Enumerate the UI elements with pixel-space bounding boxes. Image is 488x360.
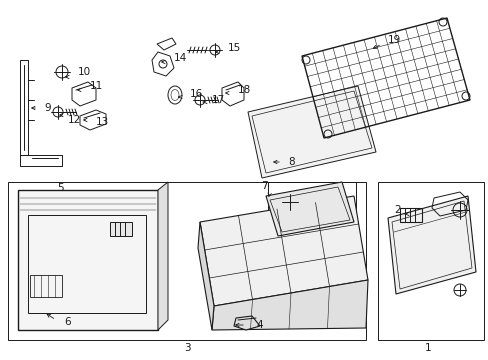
Polygon shape [265,182,353,236]
Polygon shape [198,222,214,330]
Text: 6: 6 [64,317,71,327]
Text: 18: 18 [237,85,250,95]
Text: 14: 14 [173,53,186,63]
Polygon shape [18,190,158,330]
Bar [110,222,132,236]
Text: 15: 15 [227,43,240,53]
Bar [28,215,146,313]
Text: 11: 11 [89,81,102,91]
Text: 9: 9 [44,103,51,113]
Bar [30,275,62,297]
Text: 17: 17 [211,95,224,105]
Text: 13: 13 [95,117,108,127]
Text: 7: 7 [260,181,267,191]
Text: 3: 3 [183,343,190,353]
Text: 2: 2 [394,205,401,215]
Bar [8,182,365,340]
Text: 8: 8 [288,157,295,167]
Text: 19: 19 [386,35,400,45]
Polygon shape [247,86,375,178]
Polygon shape [200,196,367,306]
Bar [399,208,421,222]
Text: 1: 1 [424,343,430,353]
Bar [377,182,483,340]
Bar [267,182,355,242]
Text: 5: 5 [57,183,63,193]
Text: 16: 16 [189,89,202,99]
Polygon shape [387,196,475,294]
Polygon shape [158,182,168,330]
Polygon shape [212,280,367,330]
Text: 4: 4 [256,320,263,330]
Text: 12: 12 [67,115,81,125]
Polygon shape [234,316,260,330]
Text: 10: 10 [77,67,90,77]
